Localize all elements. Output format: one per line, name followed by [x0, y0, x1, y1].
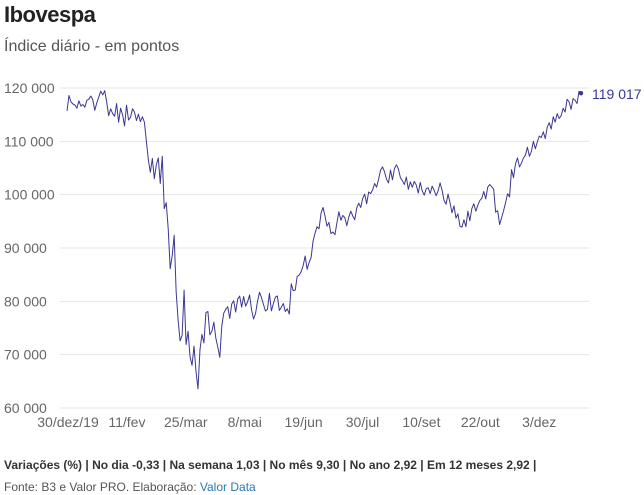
source-note: Fonte: B3 e Valor PRO. Elaboração: Valor… [4, 480, 256, 494]
y-tick-label: 80 000 [4, 293, 47, 309]
x-tick-label: 25/mar [164, 414, 208, 430]
y-tick-label: 110 000 [4, 133, 54, 149]
x-tick-label: 11/fev [108, 414, 145, 430]
x-tick-label: 19/jun [285, 414, 323, 430]
annotations: 119 017 [592, 86, 642, 102]
source-link[interactable]: Valor Data [199, 480, 256, 494]
x-tick-label: 30/jul [346, 414, 379, 430]
variations-summary: Variações (%) | No dia -0,33 | Na semana… [4, 458, 537, 472]
x-tick-label: 22/out [461, 414, 500, 430]
y-tick-label: 60 000 [4, 400, 47, 416]
chart-title: Ibovespa [4, 2, 96, 27]
x-axis: 30/dez/19 11/fev 25/mar 8/mai 19/jun 30/jul 10… [37, 414, 556, 430]
chart-subtitle: Índice diário - em pontos [4, 38, 180, 55]
x-tick-label: 3/dez [522, 414, 556, 430]
last-value-label: 119 017 [592, 86, 642, 102]
y-tick-label: 90 000 [4, 240, 47, 256]
x-tick-label: 10/set [402, 414, 440, 430]
y-tick-label: 120 000 [4, 80, 55, 96]
series [66, 90, 584, 390]
y-tick-label: 70 000 [4, 347, 47, 363]
gridlines [60, 87, 589, 409]
series-line [66, 90, 582, 390]
last-point [578, 91, 584, 96]
y-tick-label: 100 000 [4, 187, 55, 203]
x-tick-label: 8/mai [228, 414, 262, 430]
y-axis: 60 000 70 000 80 000 90 000 100 000 110 000 12… [4, 80, 55, 416]
source-prefix: Fonte: B3 e Valor PRO. Elaboração: [4, 480, 200, 494]
x-tick-label: 30/dez/19 [37, 414, 99, 430]
